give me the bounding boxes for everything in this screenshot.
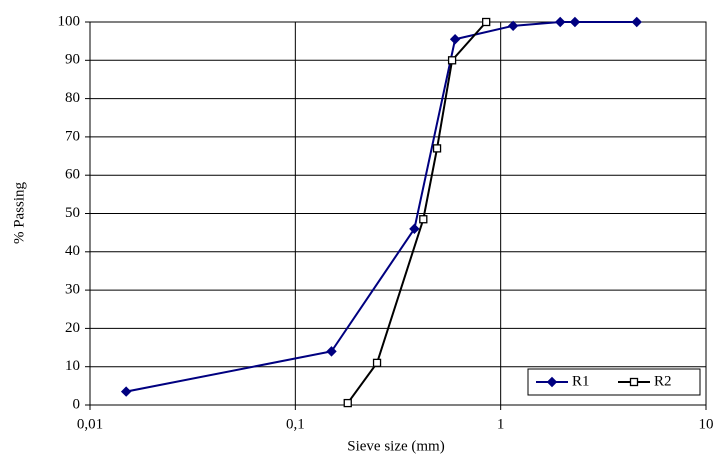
y-tick-label: 90 bbox=[65, 52, 80, 68]
x-tick-label: 0,1 bbox=[286, 416, 305, 432]
y-tick-label: 70 bbox=[65, 128, 80, 144]
y-tick-label: 100 bbox=[58, 13, 81, 29]
x-tick-label: 0,01 bbox=[77, 416, 103, 432]
data-point bbox=[372, 358, 382, 368]
x-axis-title: Sieve size (mm) bbox=[347, 438, 444, 454]
data-point bbox=[569, 16, 581, 28]
data-point bbox=[507, 20, 519, 32]
y-tick-label: 30 bbox=[65, 282, 80, 298]
series-line bbox=[346, 21, 487, 404]
data-point bbox=[447, 56, 457, 65]
data-point bbox=[631, 16, 642, 28]
data-point bbox=[419, 215, 428, 224]
y-tick-label: 60 bbox=[65, 167, 80, 183]
y-tick-label: 0 bbox=[73, 396, 81, 412]
legend: R1 R2 bbox=[527, 368, 701, 396]
legend-label: R2 bbox=[654, 373, 672, 389]
data-point bbox=[409, 223, 420, 235]
legend-marker bbox=[629, 377, 639, 387]
y-tick-label: 50 bbox=[65, 205, 80, 221]
x-tick-label: 1 bbox=[497, 416, 505, 432]
data-point bbox=[555, 16, 566, 28]
y-axis-title: % Passing bbox=[11, 181, 27, 244]
legend-marker bbox=[546, 376, 558, 388]
legend-label: R1 bbox=[572, 373, 590, 389]
data-point bbox=[449, 34, 461, 45]
y-tick-label: 80 bbox=[65, 90, 80, 106]
y-tick-label: 10 bbox=[65, 358, 80, 374]
data-point bbox=[432, 144, 442, 153]
y-tick-label: 20 bbox=[65, 320, 80, 336]
data-point bbox=[326, 346, 337, 357]
y-tick-label: 40 bbox=[65, 243, 80, 259]
data-point bbox=[343, 398, 352, 408]
data-point bbox=[120, 386, 132, 397]
x-tick-label: 10 bbox=[699, 416, 713, 432]
series-line bbox=[125, 21, 637, 393]
data-point bbox=[482, 17, 491, 27]
